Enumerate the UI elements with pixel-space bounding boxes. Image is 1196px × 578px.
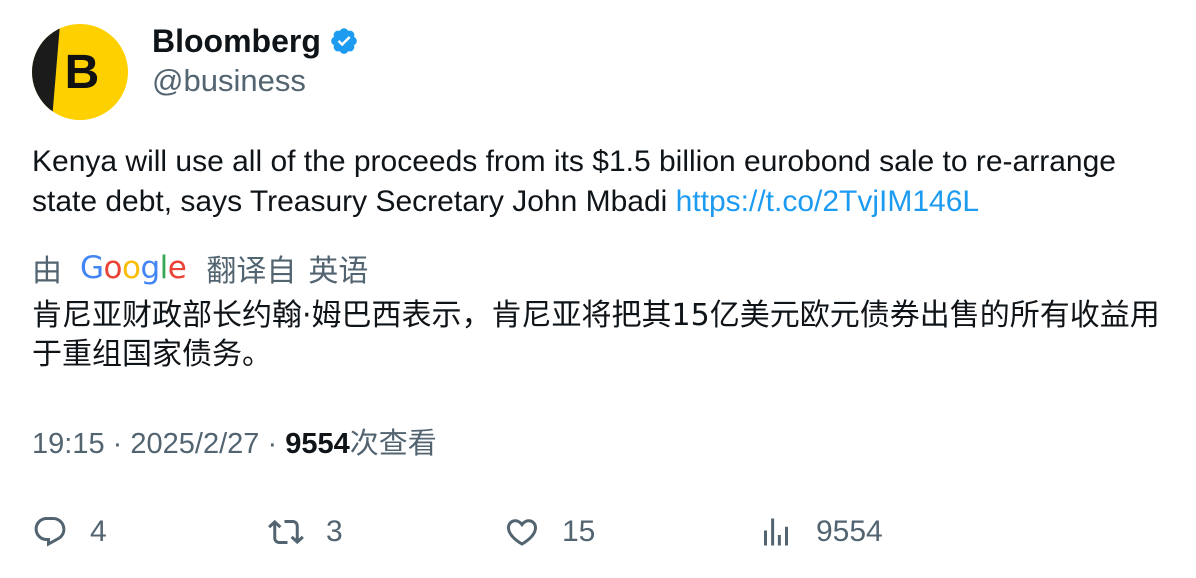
- tweet-meta: 19:15 · 2025/2/27 · 9554次查看: [32, 424, 437, 464]
- avatar[interactable]: B: [32, 24, 128, 120]
- meta-separator: ·: [112, 428, 123, 460]
- views-count: 9554: [285, 428, 350, 460]
- like-button[interactable]: 15: [504, 510, 595, 554]
- analytics-count: 9554: [816, 515, 883, 548]
- like-count: 15: [562, 515, 596, 548]
- reply-count: 4: [90, 515, 107, 548]
- reply-button[interactable]: 4: [32, 510, 107, 554]
- views-label: 次查看: [349, 428, 437, 460]
- verified-badge-icon[interactable]: [329, 26, 359, 56]
- translated-text: 肯尼亚财政部长约翰·姆巴西表示，肯尼亚将把其15亿美元欧元债券出售的所有收益用于…: [32, 298, 1160, 372]
- avatar-letter: B: [65, 46, 100, 99]
- tweet-text: Kenya will use all of the proceeds from …: [32, 142, 1172, 222]
- analytics-icon: [764, 518, 788, 546]
- tweet-time[interactable]: 19:15: [32, 428, 105, 460]
- retweet-count: 3: [326, 515, 343, 548]
- google-logo[interactable]: Google: [80, 250, 187, 286]
- translated-by-label: 由: [32, 255, 62, 288]
- user-handle[interactable]: @business: [152, 63, 306, 98]
- retweet-button[interactable]: 3: [268, 510, 343, 554]
- source-language: 英语: [308, 255, 369, 288]
- translation-attribution: 由 Google 翻译自 英语: [32, 248, 368, 288]
- tweet-link[interactable]: https://t.co/2TvjIM146L: [675, 185, 980, 218]
- tweet-body: Kenya will use all of the proceeds from …: [32, 145, 1116, 218]
- action-bar: 4 3 15 9554: [0, 510, 1196, 554]
- translated-from-label: 翻译自: [206, 255, 297, 288]
- analytics-button[interactable]: 9554: [758, 510, 883, 554]
- bloomberg-logo: B: [32, 24, 128, 120]
- retweet-icon: [268, 519, 304, 545]
- tweet-date[interactable]: 2025/2/27: [130, 428, 260, 460]
- display-name-text: Bloomberg: [152, 23, 321, 59]
- like-icon: [506, 519, 538, 546]
- meta-separator: ·: [267, 428, 278, 460]
- reply-icon: [34, 517, 66, 547]
- display-name[interactable]: Bloomberg: [152, 22, 359, 60]
